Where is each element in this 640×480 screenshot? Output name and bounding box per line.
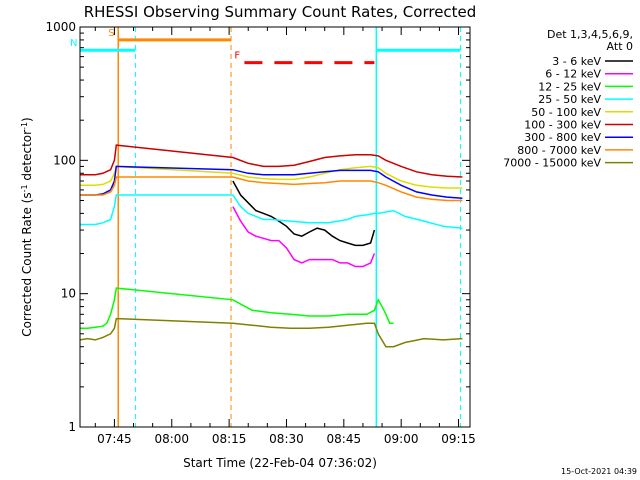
- series-line-300-800-kev: [80, 165, 463, 199]
- legend-label-7000-15000-kev: 7000 - 15000 keV: [503, 157, 601, 170]
- legend-title-line-1: Det 1,3,4,5,6,9,: [547, 28, 633, 41]
- y-tick-label: 1000: [45, 20, 76, 34]
- x-tick-label: 08:15: [212, 432, 247, 446]
- chart-title: RHESSI Observing Summary Count Rates, Co…: [84, 3, 477, 21]
- series-line-50-100-kev: [80, 165, 463, 189]
- series-line-7000-15000-kev: [79, 317, 463, 348]
- legend-label-100-300-kev: 100 - 300 keV: [524, 119, 601, 132]
- legend-label-800-7000-kev: 800 - 7000 keV: [517, 144, 601, 157]
- series-line-100-300-kev: [80, 144, 463, 178]
- series-line-800-7000-kev: [80, 176, 463, 202]
- y-axis-label: Corrected Count Rate (s-1 detector-1): [20, 117, 35, 336]
- legend-label-12-25-kev: 12 - 25 keV: [538, 80, 601, 93]
- x-axis-label: Start Time (22-Feb-04 07:36:02): [183, 456, 377, 470]
- legend-label-3-6-kev: 3 - 6 keV: [552, 55, 601, 68]
- legend-label-50-100-kev: 50 - 100 keV: [531, 106, 601, 119]
- series-line-3-6-kev: [232, 180, 376, 247]
- x-tick-label: 08:45: [327, 432, 362, 446]
- series-line-25-50-kev: [80, 194, 463, 229]
- legend-title-line-2: Att 0: [607, 40, 633, 53]
- legend-label-300-800-kev: 300 - 800 keV: [524, 131, 601, 144]
- x-tick-label: 08:30: [269, 432, 304, 446]
- flag-label-s: S: [108, 28, 114, 39]
- x-tick-label: 08:00: [154, 432, 189, 446]
- series-line-12-25-kev: [80, 287, 394, 330]
- footer-timestamp: 15-Oct-2021 04:39: [561, 467, 637, 476]
- x-tick-label: 09:00: [384, 432, 419, 446]
- y-tick-label: 1: [68, 420, 76, 434]
- y-tick-label: 10: [61, 287, 76, 301]
- legend-label-25-50-kev: 25 - 50 keV: [538, 93, 601, 106]
- x-tick-label: 09:15: [441, 432, 476, 446]
- x-tick-label: 07:45: [97, 432, 132, 446]
- plot-frame: [79, 26, 471, 428]
- series-line-6-12-kev: [232, 206, 376, 268]
- legend-label-6-12-kev: 6 - 12 keV: [545, 68, 601, 81]
- flag-label-f: F: [234, 51, 240, 62]
- flag-label-n: N: [70, 38, 77, 49]
- y-tick-label: 100: [53, 153, 76, 167]
